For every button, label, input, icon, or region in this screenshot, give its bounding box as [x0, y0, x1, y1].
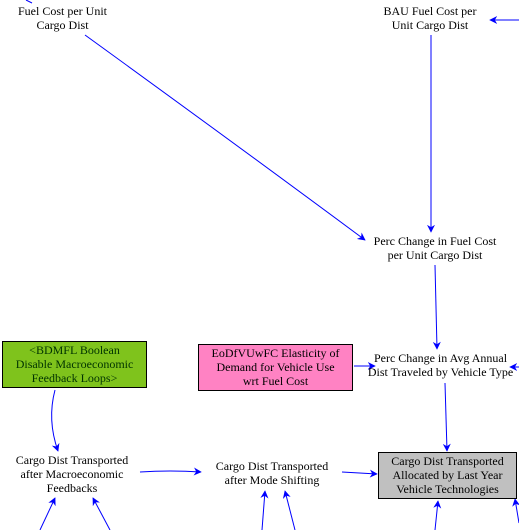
node-elasticity: EoDfVUwFC Elasticity ofDemand for Vehicl…: [198, 344, 353, 391]
node-cargo-macro: Cargo Dist Transportedafter Macroeconomi…: [2, 452, 142, 497]
edge-ext_bot_6-cargo_alloc: [515, 499, 519, 523]
edge-ext_bot_4-cargo_mode: [285, 491, 295, 530]
node-cargo-alloc: Cargo Dist TransportedAllocated by Last …: [378, 452, 517, 499]
node-bdmfl: <BDMFL BooleanDisable MacroeconomicFeedb…: [2, 341, 147, 388]
edge-ext_bot_2-cargo_macro: [93, 498, 110, 530]
node-bau-fuel-cost: BAU Fuel Cost perUnit Cargo Dist: [370, 3, 490, 35]
edge-cargo_macro-cargo_mode: [140, 471, 201, 472]
edge-cargo_mode-cargo_alloc: [342, 472, 377, 474]
edge-perc_change_fuel-perc_change_avg: [435, 265, 437, 349]
node-perc-change-avg: Perc Change in Avg AnnualDist Traveled b…: [358, 350, 519, 382]
node-cargo-mode: Cargo Dist Transportedafter Mode Shiftin…: [202, 458, 342, 490]
node-fuel-cost: Fuel Cost per UnitCargo Dist: [5, 3, 120, 35]
edge-ext_bot_5-cargo_alloc: [435, 501, 438, 530]
node-perc-change-fuel: Perc Change in Fuel Costper Unit Cargo D…: [360, 233, 510, 265]
edge-ext_bot_3-cargo_mode: [262, 491, 265, 530]
edge-perc_change_avg-cargo_alloc: [445, 383, 447, 451]
edge-ext_bot_1-cargo_macro: [40, 498, 55, 530]
arrow-layer: [0, 0, 519, 530]
edge-bdmfl-cargo_macro: [52, 390, 58, 451]
edge-fuel_cost-perc_change_fuel: [85, 35, 365, 240]
